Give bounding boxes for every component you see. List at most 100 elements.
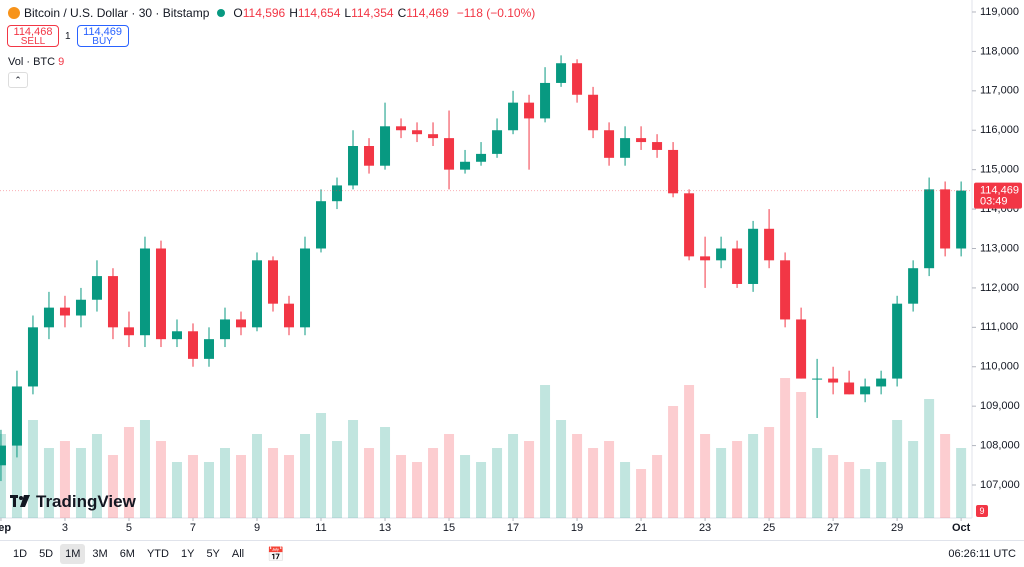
y-tick-label: 118,000 (980, 45, 1019, 57)
volume-bar (476, 462, 487, 518)
candle-body (203, 339, 214, 359)
candle-body (652, 142, 663, 150)
volume-bar (27, 420, 38, 518)
logo-text: TradingView (36, 492, 136, 511)
candle-body (27, 327, 38, 387)
range-button[interactable]: All (231, 548, 245, 560)
volume-bar (796, 392, 807, 518)
status-dot (217, 9, 226, 17)
candle-body (764, 228, 775, 261)
volume-bar (860, 469, 871, 518)
x-tick-label: 19 (571, 522, 583, 534)
volume-bar (924, 399, 935, 518)
volume-bar (588, 448, 599, 518)
volume-bar (428, 448, 439, 518)
plot (0, 55, 967, 518)
candle-body (860, 386, 871, 395)
ohlc-key: O (233, 6, 243, 20)
x-tick-label: 15 (443, 522, 455, 534)
range-button[interactable]: 1M (60, 544, 86, 564)
candle-body (524, 102, 535, 119)
y-tick-label: 116,000 (980, 124, 1019, 136)
candle-body (892, 303, 903, 379)
volume-bar (732, 441, 743, 518)
collapse-button[interactable]: ⌃ (8, 72, 28, 88)
volume-bar (940, 434, 951, 518)
buy-button[interactable]: 114,469 BUY (76, 25, 129, 47)
volume-bar (380, 427, 391, 518)
logo-icon (10, 495, 30, 507)
range-button[interactable]: 3M (92, 548, 108, 560)
candle-body (235, 319, 246, 328)
x-tick-label: 9 (254, 522, 260, 534)
clock: 06:26:11 UTC (948, 548, 1016, 560)
y-tick-label: 115,000 (980, 164, 1019, 176)
volume-bar (876, 462, 887, 518)
candle-body (780, 260, 791, 320)
range-button[interactable]: 5Y (206, 548, 220, 560)
volume-bar (219, 448, 230, 518)
range-button[interactable]: YTD (146, 548, 169, 560)
range-button[interactable]: 1D (13, 548, 28, 560)
y-tick-label: 117,000 (980, 85, 1019, 97)
x-tick-label: Sep (0, 522, 11, 534)
candle-body (844, 382, 855, 395)
last-price-label: 114,469 (980, 184, 1019, 196)
volume-bar (187, 455, 198, 518)
volume-bar (268, 448, 279, 518)
volume-bar (636, 469, 647, 518)
volume-bar (604, 441, 615, 518)
range-button[interactable]: 1Y (180, 548, 195, 560)
volume-bar (348, 420, 359, 518)
candle-body (796, 319, 807, 379)
date-range-icon[interactable]: 📅 (267, 545, 285, 562)
y-tick-label: 107,000 (980, 479, 1020, 491)
coin-icon (8, 7, 20, 19)
volume-legend: Vol · BTC 9 (8, 56, 64, 68)
candle-body (139, 248, 150, 336)
range-button[interactable]: 5D (39, 548, 54, 560)
volume-bar (700, 434, 711, 518)
volume-bar (668, 406, 679, 518)
buy-label: BUY (92, 36, 113, 47)
quantity: 1 (65, 30, 71, 42)
candle-body (252, 260, 263, 328)
volume-bar (716, 448, 727, 518)
volume-bar (364, 448, 375, 518)
x-tick-label: 5 (126, 522, 132, 534)
x-tick-label: 17 (507, 522, 519, 534)
candle-body (668, 149, 679, 194)
candle-body (748, 228, 759, 284)
range-button[interactable]: 6M (119, 548, 135, 560)
candle-body (940, 189, 951, 249)
volume-bar (396, 455, 407, 518)
candle-body (91, 276, 102, 300)
candle-body (732, 248, 743, 284)
ohlc-key: L (344, 6, 352, 20)
volume-bar (620, 462, 631, 518)
candle-body (556, 63, 567, 83)
sell-button[interactable]: 114,468 SELL (7, 25, 59, 47)
candle-body (219, 319, 230, 340)
x-tick-label: 11 (315, 522, 326, 534)
volume-bar (828, 455, 839, 518)
candle-body (828, 378, 839, 383)
candle-body (0, 445, 6, 466)
sell-label: SELL (20, 36, 46, 47)
ohlc-value: 114,354 (351, 6, 394, 20)
candle-body (412, 130, 423, 135)
volume-bar (75, 448, 86, 518)
volume-bar (235, 455, 246, 518)
candle-body (11, 386, 22, 446)
x-tick-label: 25 (763, 522, 775, 534)
symbol[interactable]: Bitcoin / U.S. Dollar · 30 · Bitstamp (24, 6, 210, 20)
badge: 9 (976, 505, 988, 517)
candle-body (572, 63, 583, 95)
volume-bar (59, 441, 70, 518)
volume-bar (444, 434, 455, 518)
volume-bar (107, 455, 118, 518)
candle-body (300, 248, 311, 328)
ohlc-key: H (289, 6, 298, 20)
x-tick-label: 13 (379, 522, 391, 534)
candle-body (908, 268, 919, 304)
